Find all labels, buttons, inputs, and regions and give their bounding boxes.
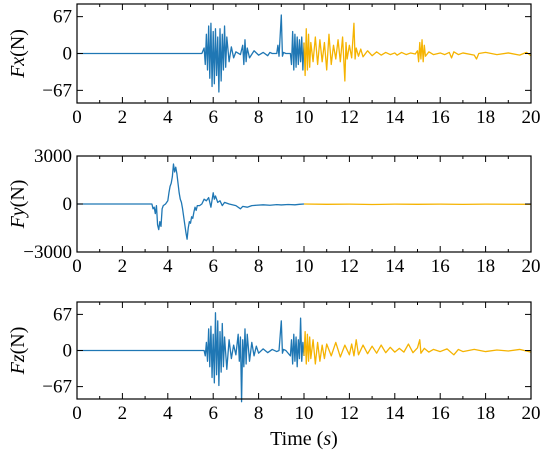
fy-y-axis-unit: (N) [7, 180, 29, 208]
fx-x-tick-label: 8 [254, 107, 264, 128]
fx-x-tick-label: 16 [431, 107, 450, 128]
fx-x-tick-label: 20 [522, 107, 541, 128]
fz-series-2-line [303, 330, 532, 365]
fy-x-tick-label: 12 [340, 256, 359, 277]
fx-y-tick-label: 0 [63, 44, 73, 65]
x-axis-title-close: ) [331, 428, 338, 450]
fy-x-tick-label: 8 [254, 256, 264, 277]
fy-y-axis-var: Fy [7, 207, 29, 229]
x-axis-title-unit: s [323, 428, 331, 450]
fx-y-axis-label: Fx(N) [7, 29, 29, 79]
fx-x-tick-label: 10 [295, 107, 314, 128]
fz-series-1-line [77, 312, 305, 403]
fz-x-tick-label: 16 [431, 403, 450, 424]
fx-series-1-line [77, 14, 305, 93]
fz-y-tick-label: 67 [53, 304, 72, 325]
fx-x-tick-label: 14 [385, 107, 405, 128]
fz-y-axis-unit: (N) [7, 327, 29, 355]
fy-series-1-line [77, 163, 305, 240]
fz-x-tick-label: 10 [295, 403, 314, 424]
fy-x-tick-label: 14 [385, 256, 405, 277]
fz-x-tick-label: 0 [72, 403, 82, 424]
fz-x-tick-label: 14 [385, 403, 405, 424]
fz-y-tick-label: −67 [42, 377, 72, 398]
fy-x-tick-label: 16 [431, 256, 450, 277]
fy-x-tick-label: 0 [72, 256, 82, 277]
fz-x-tick-label: 6 [208, 403, 218, 424]
fz-y-axis-label: Fz(N) [7, 327, 29, 376]
fy-y-axis-label: Fy(N) [7, 180, 29, 230]
fx-y-tick-label: 67 [53, 7, 72, 28]
fy-x-tick-label: 6 [208, 256, 218, 277]
fy-x-tick-label: 18 [476, 256, 495, 277]
fx-x-tick-label: 4 [163, 107, 173, 128]
fz-x-tick-label: 2 [118, 403, 128, 424]
x-axis-title-text: Time ( [270, 428, 324, 450]
fy-x-tick-label: 4 [163, 256, 173, 277]
fx-x-tick-label: 6 [208, 107, 218, 128]
fz-y-tick-label: 0 [63, 341, 73, 362]
fz-x-tick-label: 18 [476, 403, 495, 424]
fy-x-tick-label: 2 [118, 256, 128, 277]
fy-x-tick-label: 20 [522, 256, 541, 277]
fy-x-tick-label: 10 [295, 256, 314, 277]
fx-x-tick-label: 18 [476, 107, 495, 128]
fz-x-tick-label: 12 [340, 403, 359, 424]
fz-x-tick-label: 4 [163, 403, 173, 424]
fx-series-2-line [303, 22, 532, 82]
fx-x-tick-label: 0 [72, 107, 82, 128]
fy-y-tick-label: 0 [63, 194, 73, 215]
fz-x-axis-title: Time (s) [270, 428, 338, 450]
fz-x-tick-label: 8 [254, 403, 264, 424]
fy-y-tick-label: 3000 [34, 146, 72, 167]
fx-y-tick-label: −67 [42, 80, 72, 101]
fx-y-axis-var: Fx [7, 57, 29, 79]
fy-y-tick-label: −3000 [23, 242, 72, 263]
fx-y-axis-unit: (N) [7, 29, 29, 57]
fz-x-tick-label: 20 [522, 403, 541, 424]
fz-y-axis-var: Fz [7, 354, 29, 375]
fx-x-tick-label: 2 [118, 107, 128, 128]
fx-x-tick-label: 12 [340, 107, 359, 128]
